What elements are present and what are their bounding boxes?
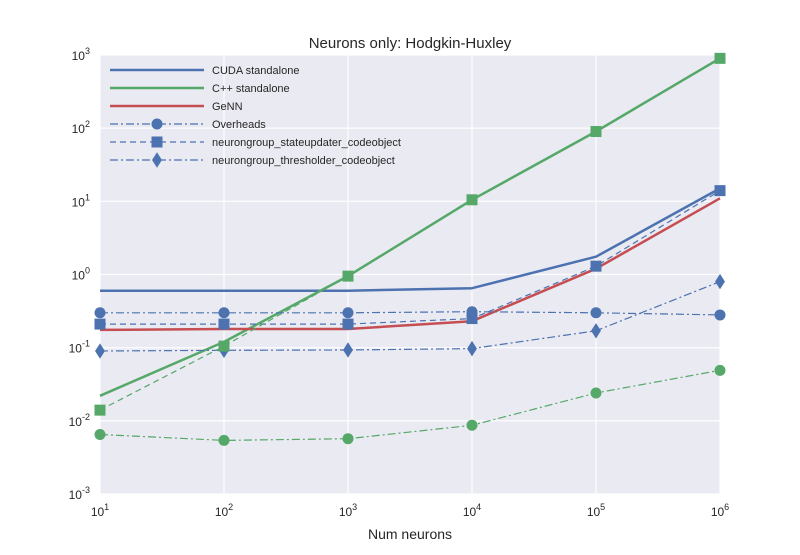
legend-marker-square xyxy=(151,136,163,148)
series-line xyxy=(99,57,721,411)
y-tick-label: 102 xyxy=(72,119,90,136)
legend: CUDA standalone C++ standalone GeNN Overhea… xyxy=(110,65,401,168)
data-point-diamond xyxy=(95,343,105,359)
data-point-circle xyxy=(466,419,478,431)
series-layer xyxy=(99,57,721,441)
data-point-circle xyxy=(714,364,726,376)
y-tick-label: 103 xyxy=(72,46,90,63)
data-point-circle xyxy=(94,429,106,441)
legend-label: Overheads xyxy=(212,119,266,131)
data-point-square xyxy=(590,126,602,138)
data-point-square xyxy=(466,194,478,206)
data-point-square xyxy=(94,404,106,416)
x-tick-label: 106 xyxy=(711,502,729,519)
y-tick-labels: 10-3 10-2 10-1 100 101 102 103 xyxy=(69,46,90,502)
data-point-circle xyxy=(218,307,230,319)
data-point-square xyxy=(94,318,106,330)
data-point-circle xyxy=(342,307,354,319)
legend-label: CUDA standalone xyxy=(212,65,299,77)
data-point-diamond xyxy=(343,342,353,358)
x-tick-label: 102 xyxy=(215,502,233,519)
x-tick-label: 101 xyxy=(91,502,109,519)
data-point-square xyxy=(218,340,230,352)
data-point-circle xyxy=(94,307,106,319)
data-point-circle xyxy=(342,433,354,445)
data-point-circle xyxy=(590,307,602,319)
legend-label: C++ standalone xyxy=(212,83,290,95)
x-tick-labels: 101 102 103 104 105 106 xyxy=(91,502,729,519)
data-point-diamond xyxy=(715,273,725,290)
legend-label: neurongroup_thresholder_codeobject xyxy=(212,155,395,167)
series-line xyxy=(100,187,721,292)
data-point-square xyxy=(714,52,726,64)
data-point-square xyxy=(466,313,478,325)
legend-label: GeNN xyxy=(212,101,243,113)
data-point-diamond xyxy=(467,340,477,357)
data-point-square xyxy=(590,260,602,272)
series-line xyxy=(99,281,721,352)
data-point-circle xyxy=(218,434,230,446)
legend-marker-circle xyxy=(151,118,163,130)
y-tick-label: 10-2 xyxy=(69,412,90,429)
legend-marker-diamond xyxy=(152,152,162,168)
chart-title: Neurons only: Hodgkin-Huxley xyxy=(309,35,512,52)
y-tick-label: 100 xyxy=(72,266,90,283)
legend-label: neurongroup_stateupdater_codeobject xyxy=(212,137,401,149)
series-line xyxy=(100,311,721,316)
series-line xyxy=(99,197,721,332)
y-tick-label: 10-1 xyxy=(69,339,90,356)
data-point-square xyxy=(714,185,726,197)
x-tick-label: 104 xyxy=(463,502,481,519)
x-tick-label: 105 xyxy=(587,502,605,519)
y-tick-label: 101 xyxy=(72,192,90,209)
x-axis-label: Num neurons xyxy=(368,526,452,542)
x-tick-label: 103 xyxy=(339,502,357,519)
series-line xyxy=(99,369,721,441)
data-point-circle xyxy=(714,309,726,321)
data-point-diamond xyxy=(591,323,601,339)
data-point-square xyxy=(218,318,230,330)
markers-layer xyxy=(94,52,726,446)
data-point-circle xyxy=(590,387,602,399)
y-tick-label: 10-3 xyxy=(69,485,90,502)
data-point-square xyxy=(342,270,354,282)
data-point-square xyxy=(342,318,354,330)
series-line xyxy=(100,190,721,325)
